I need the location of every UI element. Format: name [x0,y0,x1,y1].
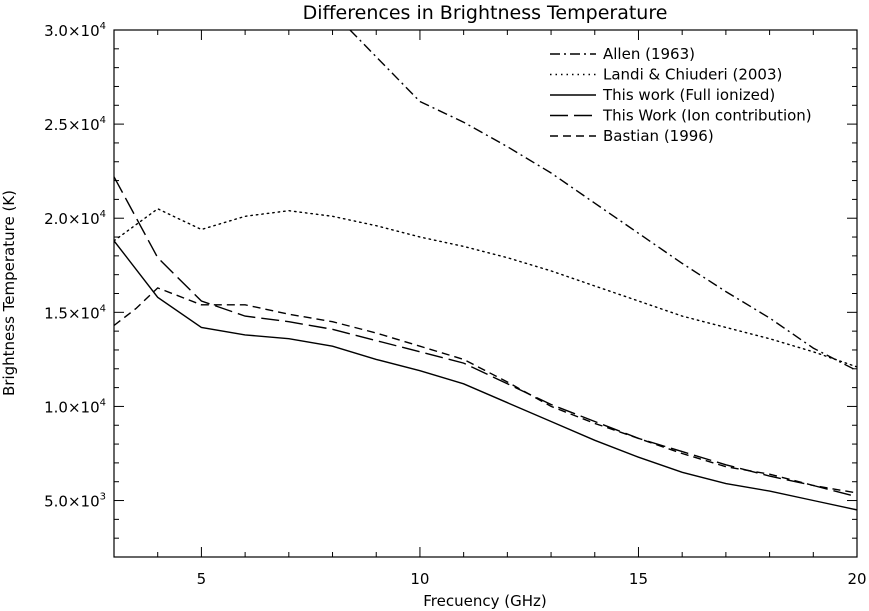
legend-label: Landi & Chiuderi (2003) [603,66,782,84]
series-line-longdash [114,176,857,498]
legend: Allen (1963) Landi & Chiuderi (2003) This … [550,45,812,145]
series-line-solid [114,240,857,511]
y-tick-label: 5.0×103 [44,492,106,511]
chart-title: Differences in Brightness Temperature [303,2,668,24]
x-axis-label: Frecuency (GHz) [423,592,546,610]
series-line-dashdot [349,30,857,372]
y-tick-label: 1.0×104 [44,397,106,416]
y-axis-label: Brightness Temperature (K) [0,190,18,396]
legend-label: Allen (1963) [603,45,695,63]
series-line-dotted [114,207,857,368]
legend-label: This Work (Ion contribution) [602,107,812,125]
y-tick-label: 2.5×104 [44,115,106,134]
series-line-shortdash [114,287,857,494]
series-group [114,30,857,511]
axes: 5 10 15 20 5.0×103 1.0×104 1.5×104 2.0×104 2.5×1… [44,21,866,588]
legend-label: Bastian (1996) [603,127,714,145]
x-tick-label: 20 [847,570,866,588]
x-tick-label: 15 [629,570,648,588]
y-tick-label: 2.0×104 [44,209,106,228]
y-tick-label: 3.0×104 [44,21,106,40]
x-tick-label: 10 [410,570,429,588]
y-tick-label: 1.5×104 [44,303,106,322]
x-tick-label: 5 [197,570,207,588]
legend-label: This work (Full ionized) [602,86,775,104]
